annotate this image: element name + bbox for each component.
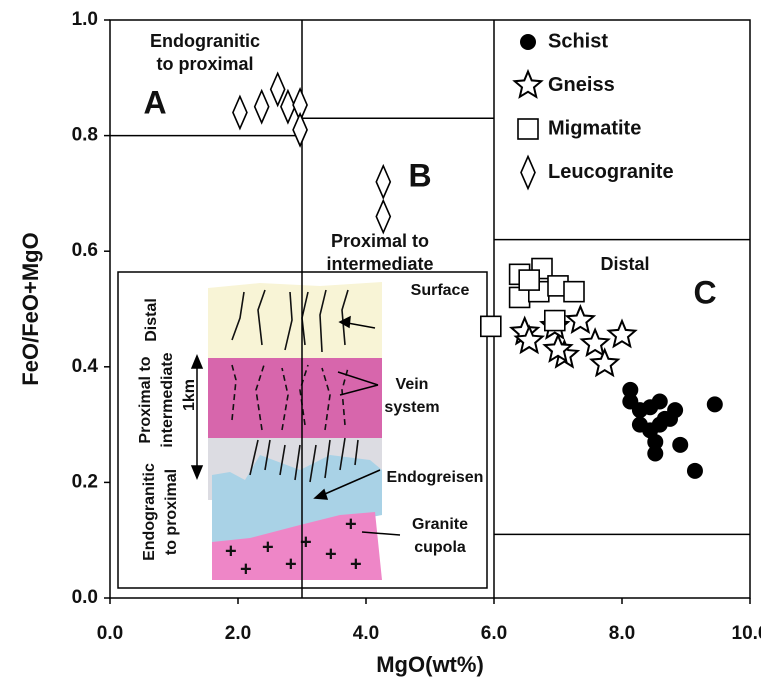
svg-text:+: + — [345, 513, 357, 535]
svg-text:+: + — [300, 531, 312, 553]
y-tick-label: 0.6 — [72, 240, 98, 261]
svg-text:+: + — [325, 543, 337, 565]
y-tick-label: 1.0 — [72, 9, 98, 30]
point — [513, 324, 545, 355]
legend-marker — [517, 118, 539, 140]
point — [667, 402, 684, 419]
point — [518, 269, 541, 291]
inset-label: Granite — [412, 516, 468, 533]
legend-label: Leucogranite — [548, 161, 674, 183]
plot-frame — [109, 19, 751, 599]
point — [375, 198, 392, 235]
region-label: B — [408, 157, 431, 193]
veins — [231, 289, 359, 483]
x-tick-label: 10.0 — [732, 623, 761, 644]
svg-text:+: + — [350, 553, 362, 575]
svg-text:+: + — [225, 540, 237, 562]
granite-plus: + + ++ + + + + — [225, 513, 362, 580]
point — [564, 303, 597, 334]
point — [375, 163, 392, 200]
point — [269, 71, 286, 108]
y-tick-label: 0.8 — [72, 125, 98, 146]
region-label: A — [143, 84, 166, 120]
point — [622, 381, 639, 398]
legend-marker — [520, 34, 536, 50]
inset-label: cupola — [414, 539, 466, 556]
x-tick-label: 2.0 — [225, 623, 251, 644]
inset-label: intermediate — [159, 352, 176, 447]
x-tick-label: 8.0 — [609, 623, 635, 644]
svg-text:+: + — [262, 536, 274, 558]
region-label: C — [693, 274, 716, 310]
point — [232, 94, 248, 131]
point — [686, 462, 703, 479]
y-tick-label: 0.0 — [72, 587, 98, 608]
point — [563, 280, 585, 303]
point — [588, 347, 621, 378]
point — [579, 327, 611, 358]
x-tick-label: 4.0 — [353, 623, 379, 644]
point — [651, 393, 668, 410]
inset-label: Vein — [396, 376, 429, 393]
inset-label: Surface — [411, 282, 470, 299]
x-tick-label: 0.0 — [97, 623, 123, 644]
point — [292, 111, 308, 148]
y-tick-label: 0.4 — [72, 356, 99, 377]
point — [479, 315, 502, 338]
point — [706, 396, 723, 413]
svg-text:+: + — [240, 558, 252, 580]
region-label: Distal — [600, 254, 649, 274]
point — [647, 433, 664, 450]
point — [543, 309, 566, 332]
layer-granite — [212, 512, 382, 580]
region-label: to proximal — [156, 54, 253, 74]
y-tick-label: 0.2 — [72, 471, 98, 492]
inset-label: to proximal — [163, 469, 180, 555]
inset-label: 1km — [181, 379, 198, 411]
inset-label: Distal — [143, 298, 160, 342]
point — [542, 332, 574, 363]
point — [672, 436, 689, 453]
region-label: intermediate — [326, 254, 433, 274]
inset-label: system — [384, 399, 439, 416]
legend-label: Schist — [548, 30, 608, 52]
point — [280, 88, 296, 125]
layer-vein — [208, 358, 382, 438]
point — [253, 88, 270, 125]
x-tick-label: 6.0 — [481, 623, 507, 644]
legend-label: Gneiss — [548, 74, 615, 96]
inset-label: Endogranitic — [141, 463, 158, 561]
svg-text:+: + — [285, 553, 297, 575]
inset-label: Proximal to — [137, 356, 154, 443]
region-label: Proximal to — [331, 231, 429, 251]
inset-label: Endogreisen — [387, 469, 484, 486]
layer-surface — [208, 282, 382, 360]
legend-marker — [520, 154, 536, 191]
x-axis-label: MgO(wt%) — [376, 652, 484, 677]
point — [606, 318, 638, 349]
region-label: Endogranitic — [150, 31, 260, 51]
y-axis-label: FeO/FeO+MgO — [18, 232, 43, 385]
inset-arrows — [190, 315, 401, 536]
legend-marker — [512, 68, 544, 99]
point — [647, 445, 664, 462]
legend-label: Migmatite — [548, 117, 641, 139]
